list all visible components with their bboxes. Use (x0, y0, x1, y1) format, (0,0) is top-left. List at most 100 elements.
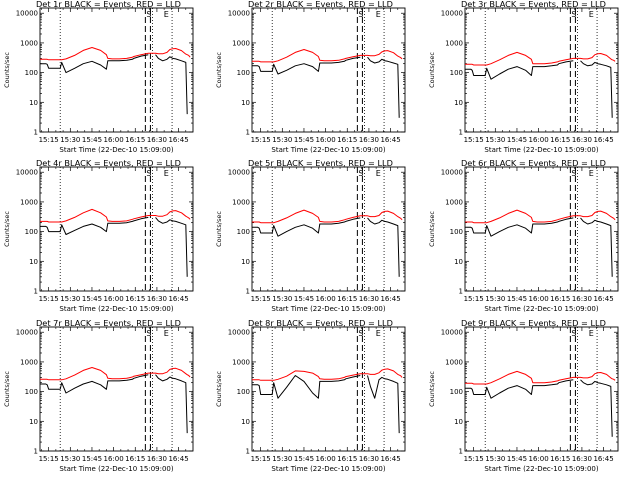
x-tick-label: 16:30 (147, 455, 167, 463)
y-tick-label: 10 (241, 99, 250, 107)
x-tick-label: 15:15 (464, 455, 484, 463)
series-lld-line (252, 368, 403, 381)
axes-frame (464, 326, 619, 452)
x-tick-label: 16:45 (168, 136, 188, 144)
panel-det-1: Det 1r BLACK = Events, RED = LLD 1 10 100 10… (3, 0, 194, 154)
marker-e-label: E (164, 10, 169, 19)
series-lld-line (252, 49, 403, 63)
y-tick-label: 100 (25, 388, 38, 396)
x-tick-label: 16:00 (104, 455, 124, 463)
y-tick-label: 1000 (445, 198, 463, 206)
marker-e-label: E (164, 169, 169, 178)
x-tick-label: 15:45 (294, 295, 314, 303)
marker-s-label: S (358, 169, 363, 178)
y-tick-label: 100 (450, 388, 463, 396)
x-tick-label: 16:30 (572, 455, 592, 463)
y-tick-label: 100 (25, 69, 38, 77)
x-tick-label: 16:00 (316, 295, 336, 303)
panel-det-6: Det 6r BLACK = Events, RED = LLD 1 10 100 10… (428, 158, 619, 313)
y-axis-label: Counts/sec (3, 371, 11, 407)
x-tick-label: 16:00 (104, 136, 124, 144)
x-tick-label: 16:45 (593, 455, 613, 463)
y-tick-label: 1000 (20, 198, 38, 206)
marker-e-label: E (376, 329, 381, 338)
x-tick-label: 15:45 (507, 295, 527, 303)
marker-e-label: E (376, 169, 381, 178)
y-tick-label: 1 (246, 288, 250, 296)
y-tick-label: 10000 (441, 329, 463, 337)
marker-s-label: S (146, 329, 151, 338)
marker-s-label: S (146, 10, 151, 19)
y-tick-label: 1 (246, 129, 250, 137)
x-tick-label: 16:15 (550, 136, 570, 144)
series-lld-line (465, 51, 616, 66)
y-tick-label: 10 (241, 418, 250, 426)
marker-s-label: S (146, 169, 151, 178)
y-tick-label: 100 (25, 228, 38, 236)
x-tick-label: 15:30 (272, 295, 292, 303)
x-tick-label: 16:15 (125, 295, 145, 303)
series-lld-line (40, 367, 191, 381)
axes-frame (39, 166, 194, 292)
panel-det-7: Det 7r BLACK = Events, RED = LLD 1 10 100 10… (3, 318, 194, 473)
x-axis-label: Start Time (22-Dec-10 15:09:00) (484, 305, 598, 313)
y-tick-label: 1000 (232, 39, 250, 47)
axes-frame (251, 166, 406, 292)
x-tick-label: 15:45 (507, 455, 527, 463)
x-tick-label: 15:30 (272, 136, 292, 144)
y-tick-label: 10000 (228, 329, 250, 337)
y-tick-label: 10 (241, 258, 250, 266)
x-tick-label: 16:15 (550, 295, 570, 303)
axes-frame (251, 7, 406, 133)
series-lld-line (40, 208, 191, 223)
y-tick-label: 10000 (16, 169, 38, 177)
series-events-line (465, 379, 613, 437)
series-events-line (252, 56, 400, 118)
marker-e-label: E (164, 329, 169, 338)
series-events-line (252, 217, 400, 277)
x-tick-label: 15:15 (251, 455, 271, 463)
x-tick-label: 16:00 (529, 136, 549, 144)
y-tick-label: 10000 (16, 10, 38, 18)
x-tick-label: 16:30 (359, 295, 379, 303)
axes-frame (39, 7, 194, 133)
y-tick-label: 10 (29, 258, 38, 266)
x-tick-label: 15:15 (39, 295, 59, 303)
y-tick-label: 100 (237, 228, 250, 236)
x-axis-label: Start Time (22-Dec-10 15:09:00) (271, 305, 385, 313)
marker-s-label: S (358, 329, 363, 338)
x-tick-label: 16:45 (593, 136, 613, 144)
panel-title: Det 1r BLACK = Events, RED = LLD (36, 0, 181, 9)
y-tick-label: 1000 (445, 358, 463, 366)
series-lld-line (465, 209, 616, 224)
x-tick-label: 16:45 (168, 295, 188, 303)
panel-det-3: Det 3r BLACK = Events, RED = LLD 1 10 100 10… (428, 0, 619, 154)
marker-s-label: S (571, 169, 576, 178)
axes-frame (464, 166, 619, 292)
y-axis-label: Counts/sec (215, 371, 223, 407)
marker-e-label: E (376, 10, 381, 19)
panel-det-8: Det 8r BLACK = Events, RED = LLD 1 10 100 10… (215, 318, 406, 473)
y-tick-label: 10 (454, 99, 463, 107)
y-tick-label: 1 (459, 448, 463, 456)
x-tick-label: 16:15 (337, 455, 357, 463)
y-axis-label: Counts/sec (428, 52, 436, 88)
series-events-line (252, 375, 400, 434)
panel-title: Det 2r BLACK = Events, RED = LLD (248, 0, 393, 9)
panel-title: Det 7r BLACK = Events, RED = LLD (36, 318, 181, 328)
panel-det-9: Det 9r BLACK = Events, RED = LLD 1 10 100 10… (428, 318, 619, 473)
series-events-line (465, 217, 613, 277)
axes-frame (251, 326, 406, 452)
x-tick-label: 15:15 (464, 136, 484, 144)
axes-frame (464, 7, 619, 133)
y-tick-label: 10000 (228, 10, 250, 18)
x-tick-label: 16:45 (380, 136, 400, 144)
x-tick-label: 16:45 (380, 295, 400, 303)
x-axis-label: Start Time (22-Dec-10 15:09:00) (271, 146, 385, 154)
x-tick-label: 16:15 (550, 455, 570, 463)
series-events-line (40, 374, 188, 434)
y-tick-label: 100 (450, 228, 463, 236)
y-tick-label: 10000 (441, 10, 463, 18)
marker-e-label: E (589, 169, 594, 178)
panel-title: Det 5r BLACK = Events, RED = LLD (248, 158, 393, 168)
